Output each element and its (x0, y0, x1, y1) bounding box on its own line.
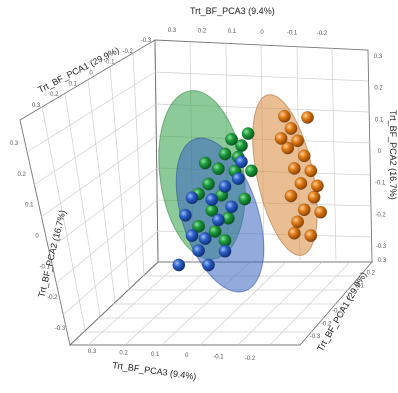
tick-label-left: 0.2 (18, 172, 27, 178)
green-group-point (192, 219, 206, 233)
tick-label-bottom_right: 0.1 (356, 283, 365, 289)
orange-group-point (297, 149, 311, 163)
green-group-point (238, 192, 252, 206)
orange-group-point (301, 111, 314, 124)
blue-group-point (205, 193, 219, 207)
blue-group-point (231, 172, 245, 186)
tick-label-bottom_left: 0.1 (151, 352, 160, 358)
axis-label-top: Trt_BF_PCA3 (9.4%) (190, 6, 275, 16)
green-group-point (244, 164, 258, 178)
tick-label-left: 0.1 (25, 203, 34, 209)
orange-group-point (304, 164, 318, 178)
tick-label-right: -0.1 (375, 181, 386, 187)
tick-label-bottom_left: -0.1 (213, 355, 224, 361)
tick-label-upper_left: 0.1 (69, 81, 78, 87)
orange-group-point (310, 179, 324, 193)
tick-label-top: 0.2 (198, 29, 207, 35)
axis-label-right: Trt_BF_PCA2 (16.7%) (388, 110, 398, 200)
blue-group-point (202, 258, 215, 272)
orange-group-point (284, 122, 298, 135)
tick-label-top: -0.2 (317, 31, 328, 37)
tick-label-top: -0.1 (287, 30, 298, 36)
orange-group-point (287, 161, 301, 175)
tick-label-left: 0.3 (10, 141, 19, 147)
tick-label-bottom_right: -0.2 (321, 321, 332, 327)
tick-label-bottom_right: 0 (347, 296, 351, 302)
axis-label-upper-left: Trt_BF_PCA1 (29.9%) (36, 45, 120, 95)
blue-group-point (178, 208, 192, 222)
green-group-point (211, 162, 225, 176)
blue-group-point (225, 200, 239, 214)
tick-label-right: 0 (378, 149, 382, 155)
blue-group-point (235, 155, 248, 169)
orange-group-point (284, 189, 298, 203)
blue-group-point (192, 244, 206, 258)
orange-group-point (304, 229, 318, 243)
tick-label-right: -0.3 (376, 244, 387, 250)
tick-label-upper_left: -0.2 (123, 49, 134, 55)
axis-label-bottom-right: Trt_BF_PCA1 (29.9%) (315, 270, 369, 353)
green-group-point (241, 127, 255, 141)
blue-group-point (218, 244, 232, 258)
orange-group-point (277, 109, 291, 123)
tick-label-bottom_left: 0 (185, 353, 189, 359)
tick-label-bottom_left: 0.3 (88, 349, 97, 355)
green-group-point (202, 177, 215, 191)
tick-label-right: 0.3 (374, 54, 383, 60)
blue-group-point (172, 258, 186, 272)
tick-labels: 0.3 0.2 0.1 0 -0.1 -0.20.30.20.10-0.1-0.2-0.3… (10, 28, 387, 362)
tick-label-top: 0.1 (228, 29, 237, 35)
orange-group-point (274, 131, 288, 145)
blue-group-point (185, 191, 199, 205)
green-group-point (198, 156, 212, 170)
green-group-point (225, 132, 239, 146)
scatter-points (172, 109, 328, 272)
tick-label-upper_left: 0.2 (50, 92, 59, 98)
tick-label-bottom_right: 0.2 (367, 271, 376, 277)
orange-group-point (291, 215, 304, 229)
tick-label-bottom_left: -0.2 (245, 356, 256, 362)
blue-group-point (218, 179, 232, 193)
orange-group-point (287, 226, 301, 240)
orange-group-point (307, 190, 321, 204)
green-group-point (218, 233, 232, 247)
tick-label-upper_left: -0.1 (104, 60, 115, 66)
tick-label-bottom_left: 0.2 (119, 350, 128, 356)
tick-label-upper_left: 0 (89, 71, 93, 77)
tick-label-left: -0.3 (55, 326, 66, 332)
tick-label-left: 0 (35, 234, 39, 240)
axis-label-bottom-left: Trt_BF_PCA3 (9.4%) (112, 360, 197, 382)
tick-label-right: -0.2 (375, 212, 386, 218)
tick-label-right: 0.2 (374, 86, 383, 92)
orange-group-point (314, 205, 328, 219)
orange-group-point (294, 176, 308, 190)
tick-label-upper_left: 0.3 (32, 103, 41, 109)
tick-label-left: -0.2 (47, 295, 58, 301)
orange-group-point (281, 141, 295, 155)
tick-label-right: 0.1 (375, 117, 384, 123)
tick-label-left: -0.1 (40, 264, 51, 270)
axis-label-left: Trt_BF_PCA2 (16.7%) (36, 209, 67, 298)
green-group-point (218, 147, 232, 161)
tick-label-bottom_right: -0.1 (332, 309, 343, 315)
blue-group-point (198, 232, 212, 246)
orange-group-point (291, 134, 304, 148)
tick-label-top: 0 (260, 30, 264, 36)
tick-label-bottom_right: 0.3 (378, 258, 387, 264)
orange-group-point (297, 203, 311, 217)
blue-group-point (185, 229, 199, 243)
tick-label-top: 0.3 (168, 28, 177, 34)
tick-label-bottom_right: -0.3 (310, 334, 321, 340)
blue-group-point (211, 213, 225, 227)
tick-label-upper_left: -0.3 (141, 38, 152, 44)
